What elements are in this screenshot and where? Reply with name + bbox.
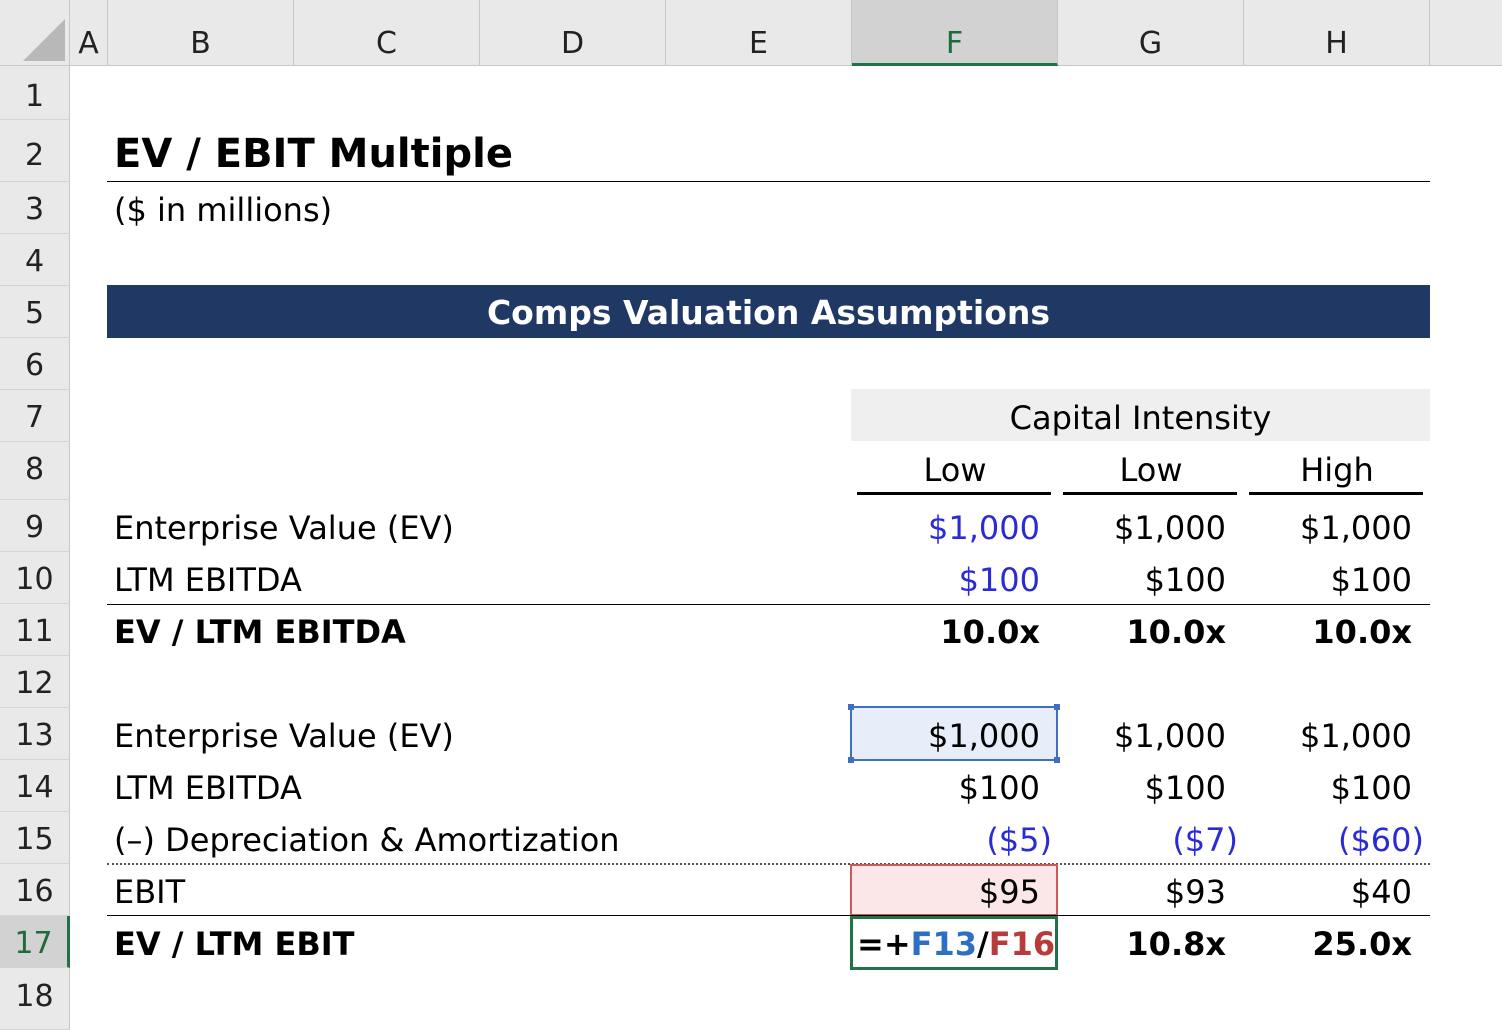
column-header-c[interactable]: C — [294, 0, 480, 66]
row-header-8[interactable]: 8 — [0, 442, 70, 500]
row15-label[interactable]: (–) Depreciation & Amortization — [114, 821, 620, 859]
row14-label[interactable]: LTM EBITDA — [114, 769, 302, 807]
row-header-13[interactable]: 13 — [0, 708, 70, 760]
column-header-d[interactable]: D — [480, 0, 666, 66]
precedent-handle-tl[interactable] — [848, 704, 854, 710]
column-header-a[interactable]: A — [70, 0, 108, 66]
row16-bottom-border — [107, 915, 1430, 916]
precedent-handle-tr[interactable] — [1054, 704, 1060, 710]
cell-f15[interactable]: ($5) — [986, 821, 1052, 859]
cell-h9[interactable]: $1,000 — [1300, 509, 1412, 547]
cell-h14[interactable]: $100 — [1330, 769, 1412, 807]
row-header-6[interactable]: 6 — [0, 338, 70, 390]
formula-ref-f16: F16 — [988, 925, 1056, 963]
row-header-4[interactable]: 4 — [0, 234, 70, 286]
row-header-12[interactable]: 12 — [0, 656, 70, 708]
cell-f11[interactable]: 10.0x — [940, 613, 1040, 651]
scenario-underline-h — [1249, 492, 1423, 495]
scenario-header-f[interactable]: Low — [923, 451, 987, 489]
cell-f9[interactable]: $1,000 — [928, 509, 1040, 547]
row-header-5[interactable]: 5 — [0, 286, 70, 338]
cell-g14[interactable]: $100 — [1144, 769, 1226, 807]
cell-h11[interactable]: 10.0x — [1312, 613, 1412, 651]
capital-intensity-header[interactable]: Capital Intensity — [851, 389, 1430, 441]
formula-prefix: =+ — [857, 925, 911, 963]
row10-label[interactable]: LTM EBITDA — [114, 561, 302, 599]
cell-h15[interactable]: ($60) — [1337, 821, 1424, 859]
scenario-header-h[interactable]: High — [1300, 451, 1374, 489]
cell-f13[interactable]: $1,000 — [928, 717, 1040, 755]
column-header-f[interactable]: F — [852, 0, 1058, 66]
scenario-header-g[interactable]: Low — [1119, 451, 1183, 489]
row-header-7[interactable]: 7 — [0, 390, 70, 442]
cell-f10[interactable]: $100 — [958, 561, 1040, 599]
scenario-underline-f — [857, 492, 1051, 495]
assumptions-banner[interactable]: Comps Valuation Assumptions — [107, 285, 1430, 338]
cell-h10[interactable]: $100 — [1330, 561, 1412, 599]
row16-label[interactable]: EBIT — [114, 873, 186, 911]
row-header-14[interactable]: 14 — [0, 760, 70, 812]
cell-g9[interactable]: $1,000 — [1114, 509, 1226, 547]
select-all-corner[interactable] — [0, 0, 70, 66]
row-header-2[interactable]: 2 — [0, 120, 70, 182]
units-subtitle[interactable]: ($ in millions) — [114, 191, 333, 229]
formula-ref-f13: F13 — [910, 925, 978, 963]
cell-h16[interactable]: $40 — [1350, 873, 1412, 911]
formula-precedent-f16 — [850, 864, 1058, 916]
formula-precedent-f13 — [850, 706, 1058, 761]
column-header-next[interactable] — [1430, 0, 1502, 66]
cell-g15[interactable]: ($7) — [1172, 821, 1238, 859]
column-header-b[interactable]: B — [108, 0, 294, 66]
formula-operator: / — [977, 925, 989, 963]
row-header-17[interactable]: 17 — [0, 916, 70, 968]
row9-label[interactable]: Enterprise Value (EV) — [114, 509, 454, 547]
cell-g16[interactable]: $93 — [1164, 873, 1226, 911]
row13-label[interactable]: Enterprise Value (EV) — [114, 717, 454, 755]
active-cell-f17[interactable] — [850, 916, 1058, 970]
cell-f14[interactable]: $100 — [958, 769, 1040, 807]
cell-g10[interactable]: $100 — [1144, 561, 1226, 599]
scenario-underline-g — [1063, 492, 1237, 495]
row-header-11[interactable]: 11 — [0, 604, 70, 656]
row-header-16[interactable]: 16 — [0, 864, 70, 916]
row17-label[interactable]: EV / LTM EBIT — [114, 925, 355, 963]
row-header-15[interactable]: 15 — [0, 812, 70, 864]
cell-g13[interactable]: $1,000 — [1114, 717, 1226, 755]
cell-h13[interactable]: $1,000 — [1300, 717, 1412, 755]
formula-entry-f17[interactable]: =+F13/F16 — [857, 924, 1055, 964]
column-header-e[interactable]: E — [666, 0, 852, 66]
column-header-g[interactable]: G — [1058, 0, 1244, 66]
row-header-18[interactable]: 18 — [0, 968, 70, 1030]
cell-g17[interactable]: 10.8x — [1126, 925, 1226, 963]
row10-bottom-border — [107, 604, 1430, 605]
row-header-10[interactable]: 10 — [0, 552, 70, 604]
precedent-handle-br[interactable] — [1054, 757, 1060, 763]
column-header-h[interactable]: H — [1244, 0, 1430, 66]
row11-label[interactable]: EV / LTM EBITDA — [114, 613, 406, 651]
row-header-1[interactable]: 1 — [0, 66, 70, 120]
title-underline — [107, 181, 1430, 182]
row-header-3[interactable]: 3 — [0, 182, 70, 234]
row-header-9[interactable]: 9 — [0, 500, 70, 552]
precedent-handle-bl[interactable] — [848, 757, 854, 763]
sheet-title[interactable]: EV / EBIT Multiple — [114, 131, 513, 177]
cell-h17[interactable]: 25.0x — [1312, 925, 1412, 963]
select-all-triangle-icon — [23, 19, 65, 61]
cell-g11[interactable]: 10.0x — [1126, 613, 1226, 651]
cell-f16[interactable]: $95 — [978, 873, 1040, 911]
row15-dotted-border — [107, 863, 1430, 865]
